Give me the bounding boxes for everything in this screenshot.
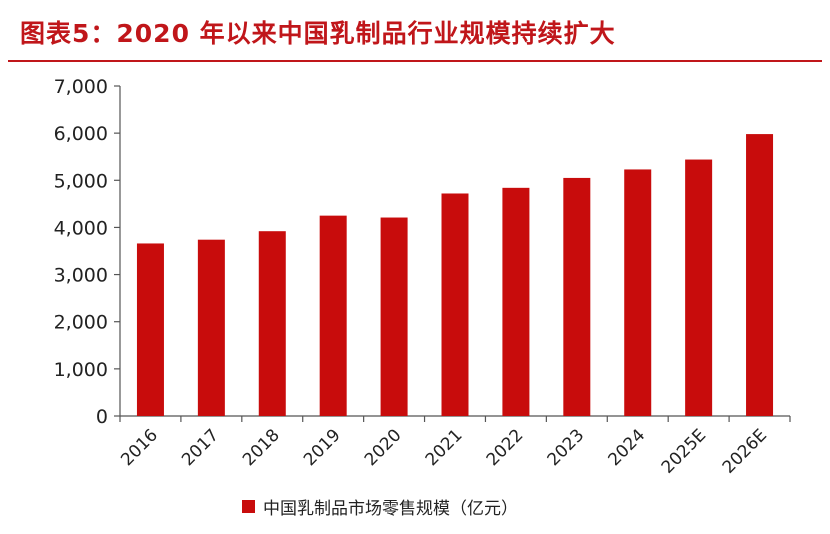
x-tick-label-2022: 2022 [483, 425, 528, 470]
bar-2020 [380, 217, 408, 416]
x-tick-label-2025E: 2025E [658, 425, 710, 477]
chart-header: 图表5：2020 年以来中国乳制品行业规模持续扩大 [0, 0, 830, 62]
legend-label: 中国乳制品市场零售规模（亿元） [263, 499, 518, 519]
y-tick-label: 5,000 [54, 170, 108, 192]
bar-2016 [136, 243, 164, 416]
bar-2021 [441, 193, 469, 416]
legend-swatch [242, 500, 255, 513]
x-tick-label-2018: 2018 [239, 425, 284, 470]
bar-2025E [685, 159, 713, 417]
x-tick-label-2023: 2023 [544, 425, 589, 470]
x-tick-label-2021: 2021 [422, 425, 467, 470]
bar-2026E [746, 134, 774, 417]
x-tick-label-2016: 2016 [117, 425, 162, 470]
y-tick-label: 3,000 [54, 265, 108, 287]
y-tick-label: 2,000 [54, 312, 108, 334]
y-tick-label: 0 [96, 406, 108, 428]
bar-2018 [258, 231, 286, 416]
chart-title: 图表5：2020 年以来中国乳制品行业规模持续扩大 [20, 19, 616, 48]
y-tick-label: 7,000 [54, 76, 108, 98]
legend: 中国乳制品市场零售规模（亿元） [242, 494, 518, 519]
x-tick-label-2020: 2020 [361, 425, 406, 470]
x-tick-label-2017: 2017 [178, 425, 223, 470]
title-divider [8, 60, 822, 62]
y-tick-label: 6,000 [54, 123, 108, 145]
x-tick-label-2019: 2019 [300, 425, 345, 470]
y-tick-label: 4,000 [54, 217, 108, 239]
x-tick-label-2026E: 2026E [719, 425, 771, 477]
bar-2024 [624, 169, 652, 416]
bar-2022 [502, 187, 530, 416]
bar-2023 [563, 177, 591, 416]
bar-2019 [319, 215, 347, 416]
x-tick-label-2024: 2024 [605, 425, 650, 470]
bar-2017 [197, 239, 225, 416]
y-tick-label: 1,000 [54, 359, 108, 381]
